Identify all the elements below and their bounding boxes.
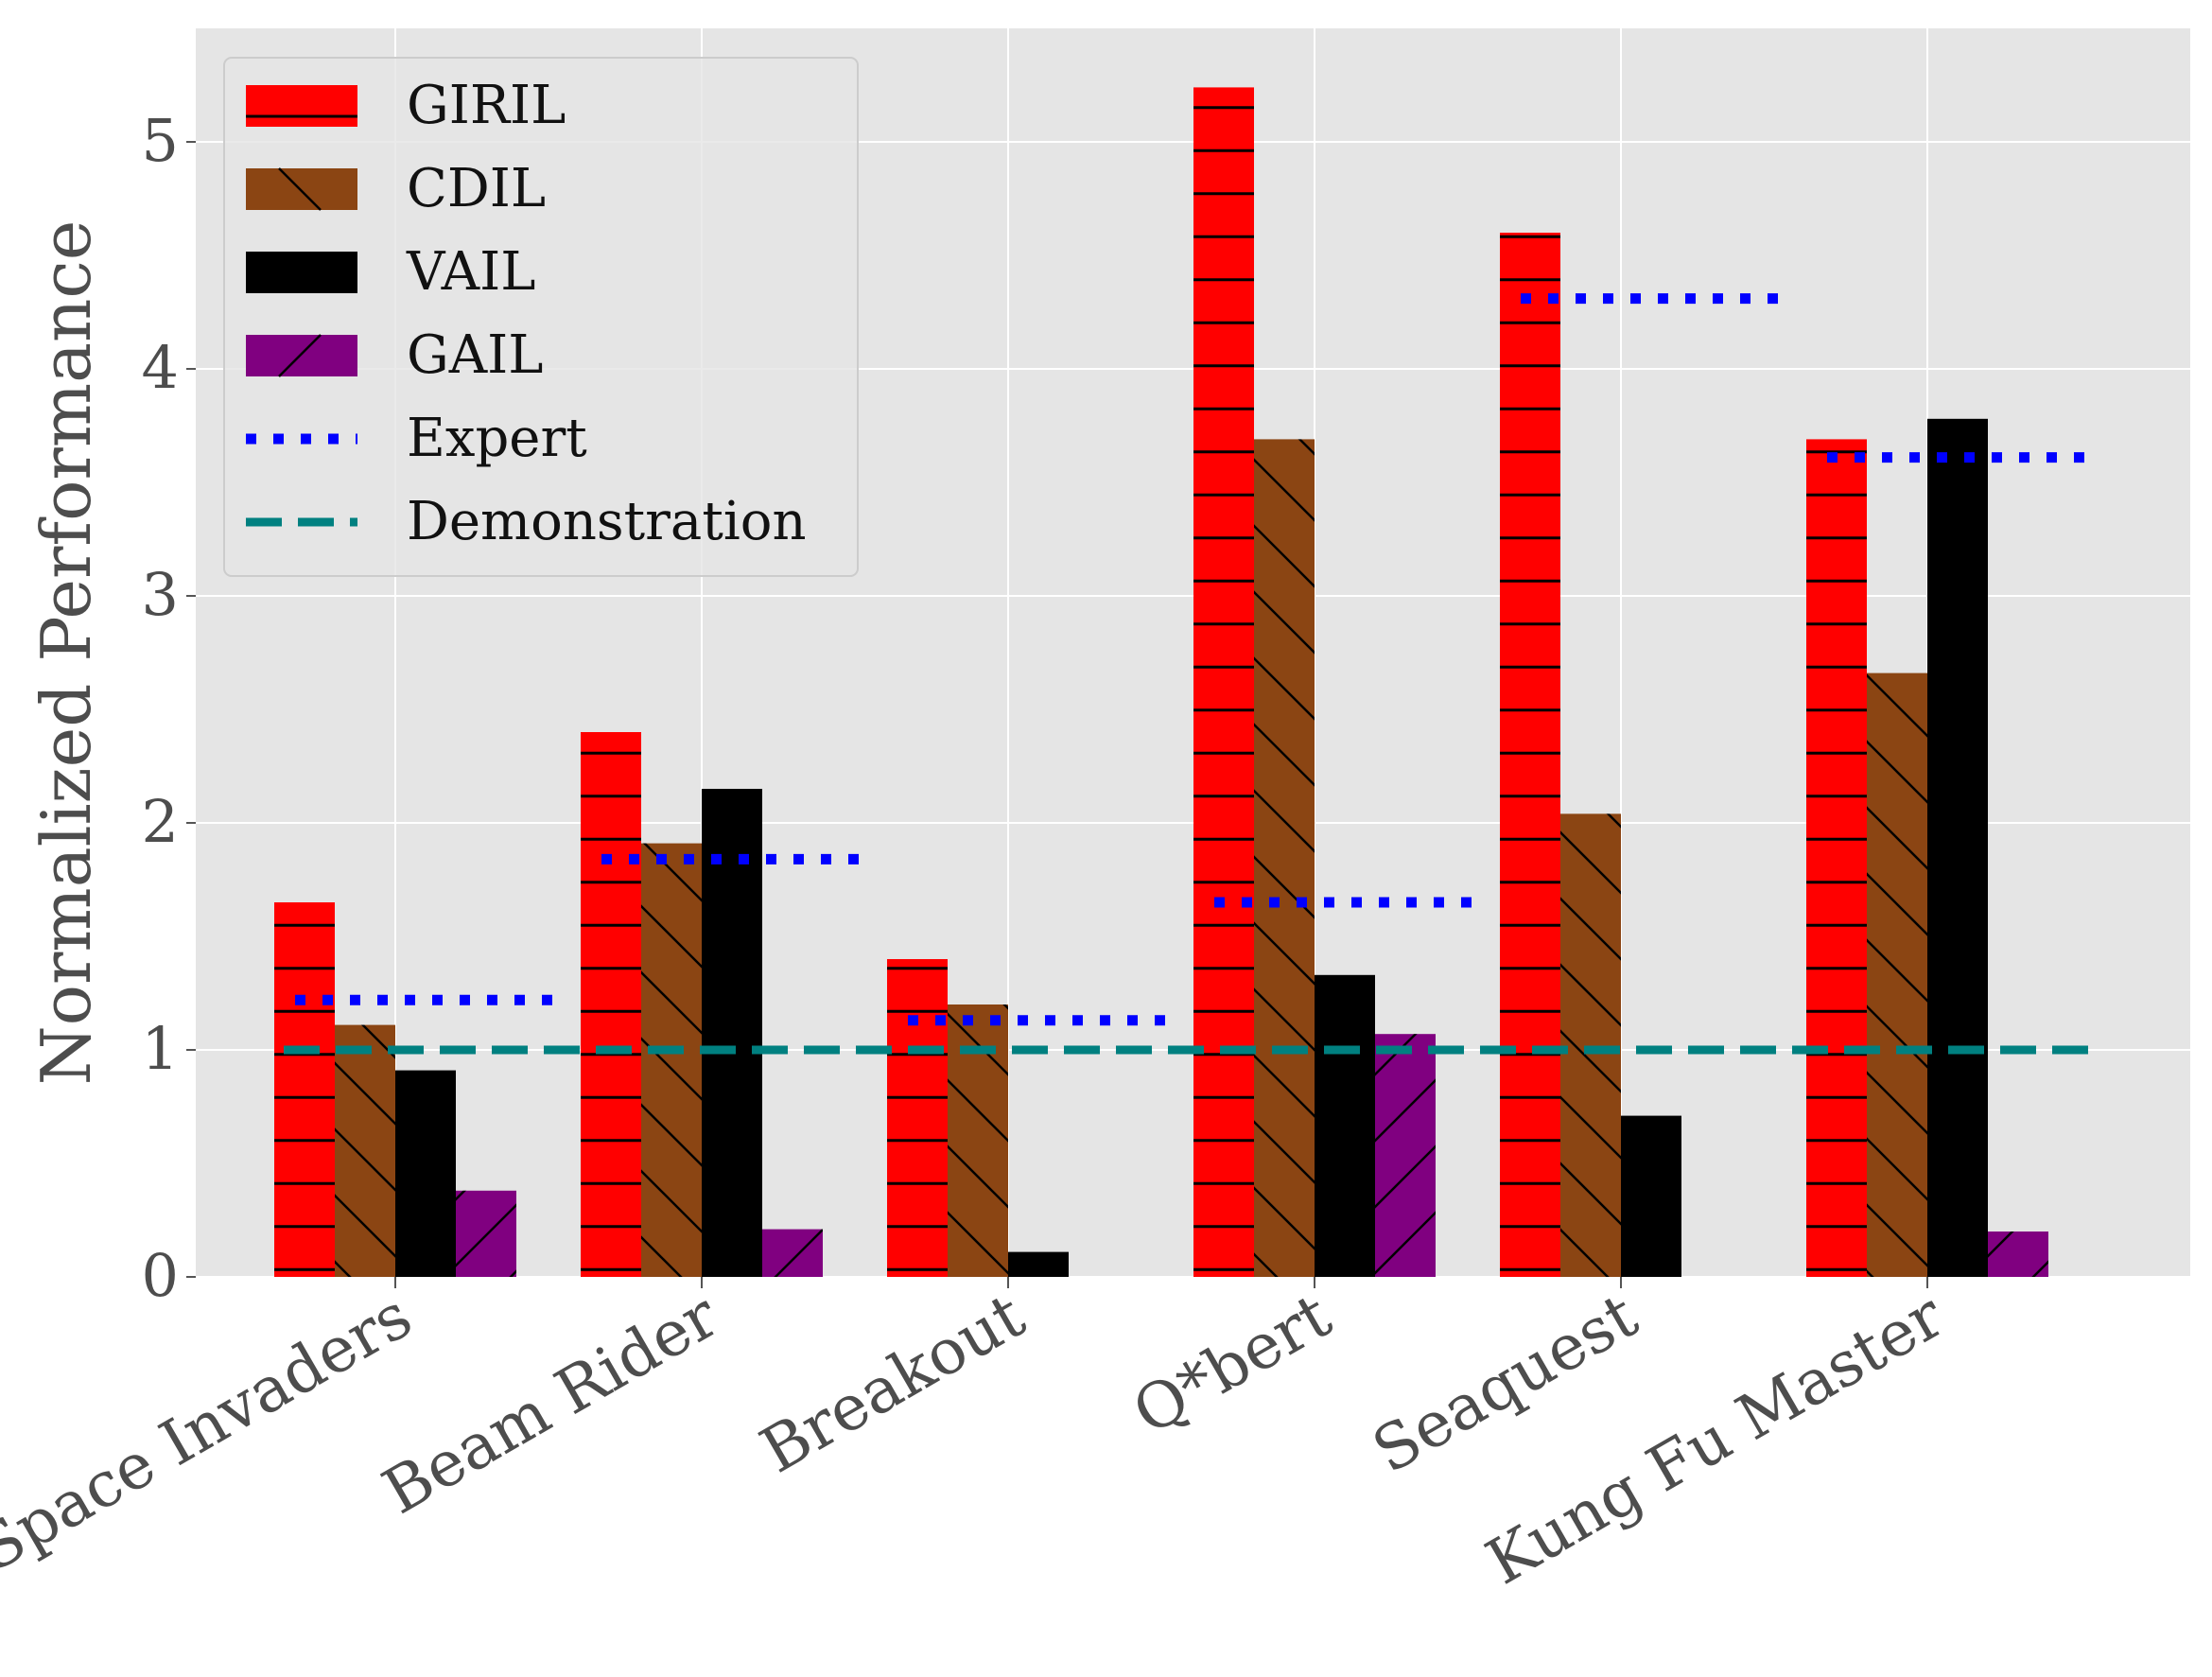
y-tick-label: 0 [142,1241,179,1310]
bar-hatch-gail-kung-fu-master [1988,1232,2048,1277]
x-tick-label-q-bert: Q*bert [1121,1279,1343,1449]
legend-label-gail: GAIL [407,324,543,386]
bar-vail-space-invaders [395,1070,456,1277]
bar-hatch-cdil-seaquest [1560,813,1621,1277]
bar-hatch-cdil-kung-fu-master [1867,673,1927,1277]
bar-hatch-cdil-q-bert [1254,439,1315,1277]
x-tick-label-beam-rider: Beam Rider [371,1279,730,1529]
legend-swatch-giril [246,85,357,127]
bar-hatch-cdil-breakout [948,1004,1008,1277]
legend-label-giril: GIRIL [407,75,566,136]
bar-hatch-giril-space-invaders [274,902,335,1277]
x-tick-label-space-invaders: Space Invaders [0,1279,424,1586]
bar-vail-q-bert [1315,974,1375,1277]
legend-swatch-gail [246,335,357,376]
bar-hatch-gail-beam-rider [762,1229,823,1277]
bar-vail-beam-rider [702,789,762,1277]
legend-box [223,57,859,577]
legend-hatch-gail [278,334,322,377]
bar-vail-kung-fu-master [1927,418,1988,1277]
legend-label-vail: VAIL [406,241,535,303]
bar-hatch-giril-seaquest [1500,233,1560,1277]
y-tick-label: 1 [142,1014,179,1083]
bar-hatch-gail-space-invaders [456,1190,516,1277]
x-tick-label-seaquest: Seaquest [1361,1279,1649,1488]
bar-hatch-cdil-beam-rider [641,843,702,1277]
bar-hatch-giril-beam-rider [581,732,641,1277]
bars [274,87,2048,1277]
bar-hatch-giril-kung-fu-master [1806,439,1867,1277]
y-tick-label: 2 [142,787,179,856]
bar-hatch-cdil-space-invaders [335,1024,395,1277]
legend-hatch-cdil [278,167,322,211]
legend-swatch-vail [246,252,357,293]
legend-label-expert: Expert [407,408,587,469]
bar-hatch-giril-breakout [887,959,948,1277]
x-tick-label-breakout: Breakout [748,1279,1036,1487]
y-tick-label: 4 [142,333,179,402]
legend: GIRIL CDIL VAIL GAIL Expert Demonstration [223,57,859,577]
bar-hatch-gail-q-bert [1375,1034,1436,1277]
y-axis-label: Normalized Performance [26,220,106,1086]
y-tick-label: 3 [142,560,179,629]
reference-lines [284,293,2100,1055]
legend-label-demonstration: Demonstration [407,491,807,552]
bar-vail-breakout [1008,1251,1069,1277]
bar-vail-seaquest [1621,1115,1681,1277]
legend-label-cdil: CDIL [407,158,546,219]
legend-swatch-cdil [246,168,357,210]
y-tick-label: 5 [142,106,179,175]
bar-hatch-giril-q-bert [1193,87,1254,1277]
